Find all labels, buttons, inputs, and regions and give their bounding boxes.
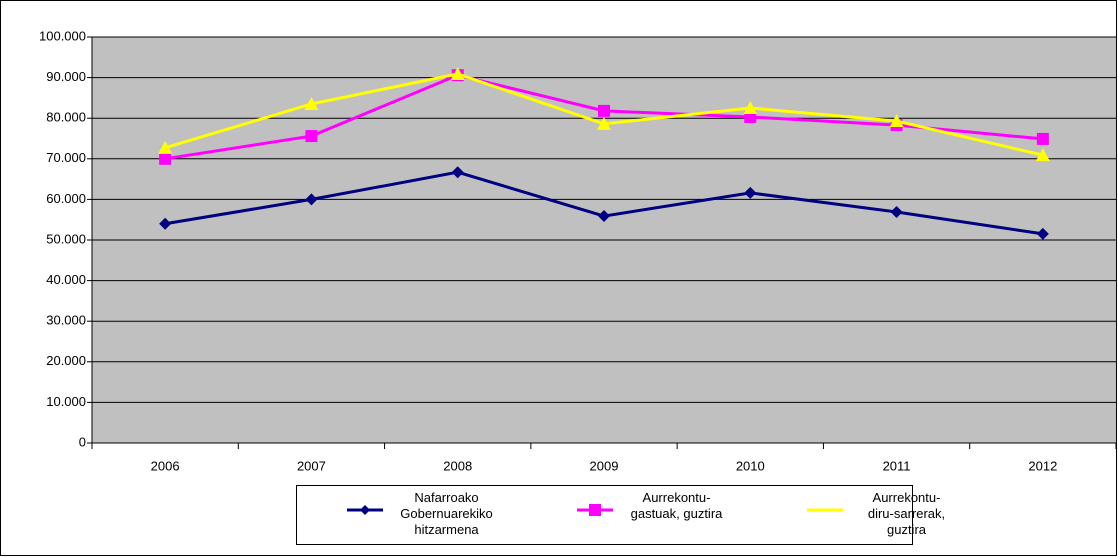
x-tick-label: 2008 — [443, 458, 472, 473]
y-tick-label: 90.000 — [46, 69, 86, 84]
legend-label: Aurrekontu-gastuak, guztira — [630, 490, 723, 521]
legend-swatch — [577, 504, 613, 516]
marker — [158, 140, 173, 154]
legend-label: Aurrekontu-diru-sarrerak, guztira — [867, 490, 946, 537]
marker — [304, 96, 319, 110]
legend-swatch — [347, 505, 383, 515]
x-tick-label: 2012 — [1028, 458, 1057, 473]
marker — [598, 210, 610, 223]
marker — [159, 217, 172, 230]
marker — [305, 130, 318, 143]
marker — [744, 186, 757, 199]
y-tick-label: 100.000 — [39, 28, 86, 43]
x-tick-label: 2011 — [883, 458, 911, 473]
marker — [1036, 132, 1049, 145]
y-tick-label: 30.000 — [46, 313, 86, 328]
y-tick-label: 70.000 — [46, 150, 86, 165]
marker — [743, 101, 758, 115]
marker — [597, 116, 611, 130]
marker — [1036, 227, 1049, 240]
y-tick-label: 20.000 — [46, 353, 86, 368]
marker — [598, 104, 610, 117]
marker — [451, 166, 464, 179]
x-tick-label: 2010 — [736, 458, 765, 473]
legend: Nafarroako Gobernuarekiko hitzarmena Aurr… — [296, 485, 945, 545]
y-tick-label: 80.000 — [46, 110, 86, 125]
legend-label: Nafarroako Gobernuarekiko hitzarmena — [400, 490, 493, 537]
y-tick-label: 50.000 — [46, 231, 86, 246]
marker — [889, 114, 904, 128]
y-tick-label: 60.000 — [46, 191, 86, 206]
x-tick-label: 2009 — [590, 458, 619, 473]
y-tick-label: 0 — [79, 434, 86, 449]
legend-swatch — [807, 508, 843, 512]
marker — [159, 152, 172, 165]
x-tick-label: 2007 — [297, 458, 326, 473]
y-tick-label: 10.000 — [46, 394, 86, 409]
marker — [305, 193, 318, 206]
x-tick-label: 2006 — [151, 458, 180, 473]
marker — [1035, 148, 1050, 162]
marker — [450, 66, 465, 80]
y-tick-label: 40.000 — [46, 272, 86, 287]
marker — [890, 205, 903, 218]
